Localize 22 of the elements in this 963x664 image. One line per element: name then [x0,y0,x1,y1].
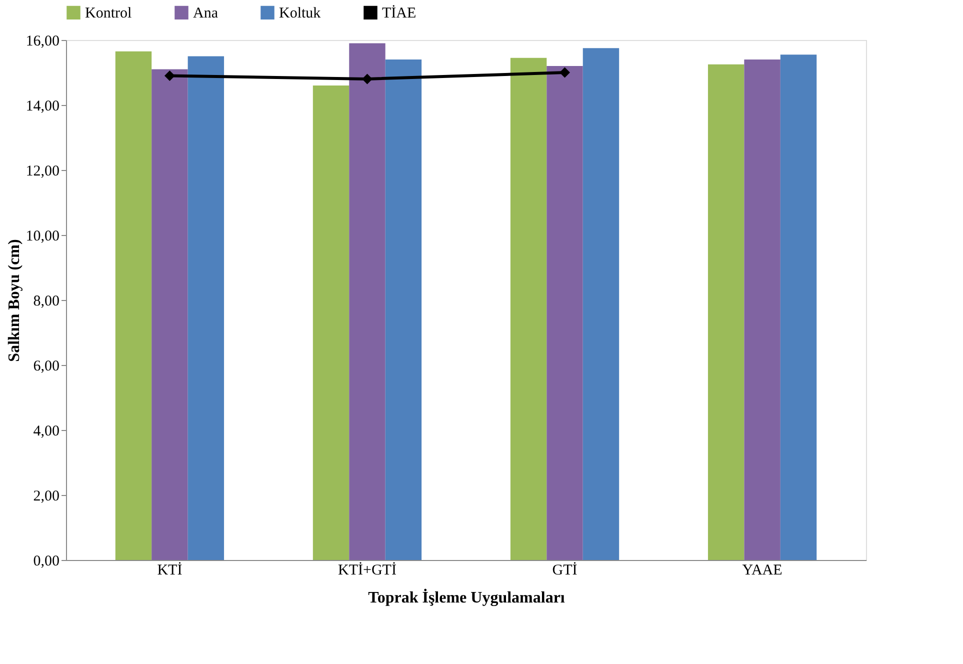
y-tick-label: 16,00 [26,34,60,50]
legend-label: TİAE [382,4,416,22]
y-tick-label: 8,00 [33,294,60,310]
point [362,74,372,84]
x-tick-label: YAAE [742,562,782,578]
legend-label: Ana [193,6,218,22]
y-tick-label: 6,00 [33,358,60,374]
legend-label: Koltuk [279,6,322,22]
y-tick-label: 4,00 [33,424,60,440]
y-tick-label: 2,00 [33,488,60,504]
x-axis-title: Toprak İşleme Uygulamaları [368,588,566,606]
y-tick-label: 0,00 [33,554,60,570]
y-tick-label: 12,00 [26,164,60,180]
point [164,70,175,81]
y-tick-label: 14,00 [26,98,60,114]
x-tick-label: GTİ [552,562,578,578]
point [560,67,570,78]
y-axis-title: Salkım Boyu (cm) [6,239,23,362]
x-tick-label: KTİ+GTİ [338,562,396,578]
y-tick-label: 10,00 [26,228,60,244]
x-tick-label: KTİ [157,562,182,578]
legend-label: Kontrol [85,6,132,22]
